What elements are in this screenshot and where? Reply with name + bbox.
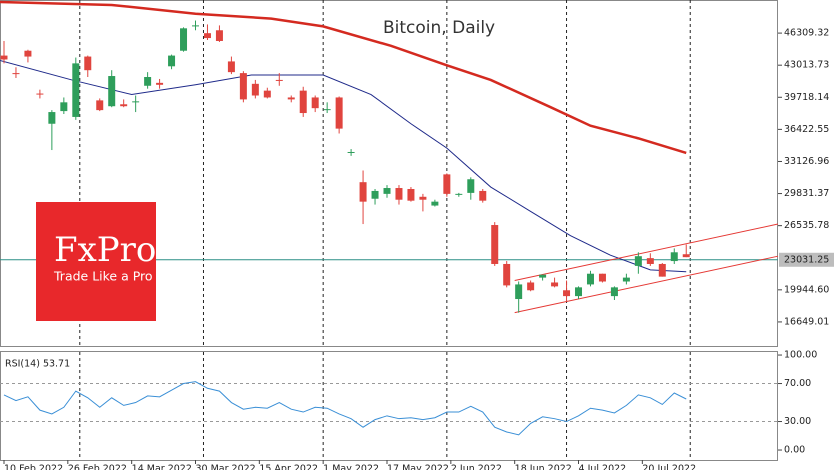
rsi-y-tick-label: 30.00 [784, 416, 811, 427]
y-tick-label: 33126.96 [784, 156, 829, 167]
logo: FxPro Trade Like a Pro [36, 202, 156, 321]
y-tick-label: 46309.32 [784, 28, 829, 39]
candle-body [24, 50, 32, 57]
candle-body [371, 190, 379, 199]
moving-average [0, 0, 687, 155]
candle-body [227, 61, 235, 73]
candle-body [12, 73, 20, 75]
x-tick-label: 15 Apr 2022 [259, 464, 318, 470]
candle-body [144, 77, 152, 86]
channel-line [514, 255, 779, 314]
candle-body [311, 97, 319, 109]
candle-body [299, 90, 307, 114]
candle-body [407, 188, 415, 201]
candle-body [239, 73, 247, 100]
candle-body [575, 287, 583, 297]
y-tick-label: 43013.73 [784, 60, 829, 71]
candle-body [96, 100, 104, 111]
candle-body [120, 104, 128, 107]
candle-body [132, 101, 140, 103]
chart-title: Bitcoin, Daily [383, 18, 495, 38]
x-tick-label: 30 Mar 2022 [195, 464, 255, 470]
rsi-frame [0, 351, 778, 461]
candle-body [108, 76, 116, 107]
candle-body [36, 93, 44, 95]
main-frame [0, 0, 778, 347]
y-tick-label: 19944.60 [784, 284, 829, 295]
logo-tagline: Trade Like a Pro [53, 269, 153, 284]
rsi-line [3, 381, 687, 436]
candle-body [491, 225, 499, 264]
x-tick-label: 18 Jun 2022 [515, 464, 572, 470]
candle-body [682, 254, 690, 258]
y-tick-label: 26535.78 [784, 220, 829, 231]
candle-body [455, 193, 463, 195]
candle-body [168, 55, 176, 67]
candle-body [180, 28, 188, 51]
candle-body [275, 79, 283, 81]
candle-body [586, 273, 594, 285]
candle-body [395, 188, 403, 200]
y-tick-label: 29831.37 [784, 188, 829, 199]
candle-body [335, 97, 343, 129]
candle-body [0, 55, 8, 60]
candle-body [515, 284, 523, 300]
candle-body [551, 282, 559, 287]
x-tick-label: 10 Feb 2022 [4, 464, 63, 470]
candle-body [419, 196, 427, 200]
candle-body [646, 258, 654, 264]
candle-body [263, 90, 271, 98]
candle-body [383, 188, 391, 194]
x-tick-label: 1 May 2022 [323, 464, 379, 470]
candle-body [323, 109, 331, 111]
candle-body [287, 97, 295, 100]
candle-body [670, 252, 678, 262]
moving-average [0, 59, 687, 273]
rsi-label: RSI(14) 53.71 [5, 359, 70, 370]
candle-body [191, 25, 199, 27]
rsi-y-tick-label: 0.00 [784, 445, 805, 456]
y-tick-label: 39718.14 [784, 92, 829, 103]
candle-body [598, 273, 606, 282]
logo-brand: FxPro [54, 230, 156, 270]
candle-body [443, 174, 451, 194]
candle-body [503, 263, 511, 286]
candle-body [359, 182, 367, 202]
candle-body [539, 274, 547, 278]
current-price-label: 23031.25 [784, 254, 829, 265]
x-tick-label: 2 Jun 2022 [451, 464, 502, 470]
candle-body [347, 151, 355, 153]
x-tick-label: 20 Jul 2022 [642, 464, 696, 470]
candle-body [658, 263, 666, 277]
candle-body [622, 277, 630, 282]
candle-body [251, 83, 259, 96]
x-tick-label: 4 Jul 2022 [579, 464, 627, 470]
candle-body [215, 30, 223, 41]
logo-box [36, 202, 156, 321]
channel-line [514, 223, 779, 282]
current-price-box [779, 252, 834, 267]
y-tick-label: 16649.01 [784, 316, 829, 327]
candle-body [48, 112, 56, 124]
candle-body [527, 282, 535, 291]
candle-body [634, 256, 642, 266]
candle-body [72, 63, 80, 117]
candle-body [203, 33, 211, 39]
x-tick-label: 17 May 2022 [387, 464, 449, 470]
candle-body [563, 290, 571, 297]
x-tick-label: 26 Feb 2022 [68, 464, 127, 470]
x-tick-label: 14 Mar 2022 [132, 464, 192, 470]
y-tick-label: 36422.55 [784, 124, 829, 135]
candle-body [467, 179, 475, 193]
candle-body [479, 190, 487, 201]
candle-body [431, 201, 439, 206]
candle-body [84, 56, 92, 71]
rsi-y-tick-label: 70.00 [784, 378, 811, 389]
candle-body [60, 102, 68, 112]
candle-body [610, 287, 618, 297]
rsi-y-tick-label: 100.00 [784, 350, 817, 361]
candle-body [156, 82, 164, 85]
